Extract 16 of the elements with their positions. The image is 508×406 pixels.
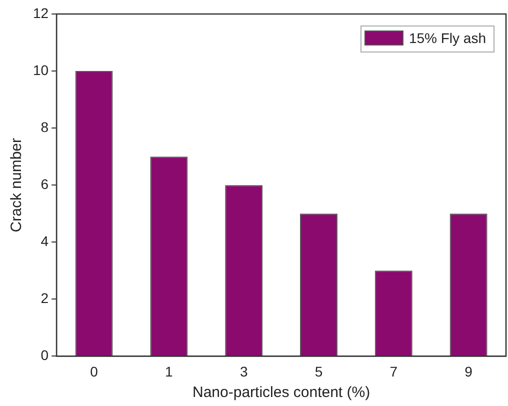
y-tick-label: 10 <box>32 62 49 78</box>
legend-label: 15% Fly ash <box>408 30 486 46</box>
y-axis-title: Crack number <box>8 138 26 232</box>
x-tick-label: 7 <box>390 363 398 380</box>
y-tick-label: 12 <box>32 4 49 21</box>
y-tick-label: 0 <box>40 347 49 364</box>
y-tick-label: 6 <box>40 176 49 192</box>
y-tick-label: 4 <box>40 232 49 249</box>
y-tick-label: 2 <box>40 290 49 306</box>
x-tick-label: 9 <box>464 363 473 380</box>
y-tick-label: 8 <box>40 118 49 135</box>
x-tick-label: 1 <box>165 363 174 380</box>
x-tick-label: 3 <box>240 363 248 380</box>
x-axis-title: Nano-particles content (%) <box>192 384 370 402</box>
x-tick-label: 5 <box>314 363 323 380</box>
x-tick-label: 0 <box>90 363 98 380</box>
